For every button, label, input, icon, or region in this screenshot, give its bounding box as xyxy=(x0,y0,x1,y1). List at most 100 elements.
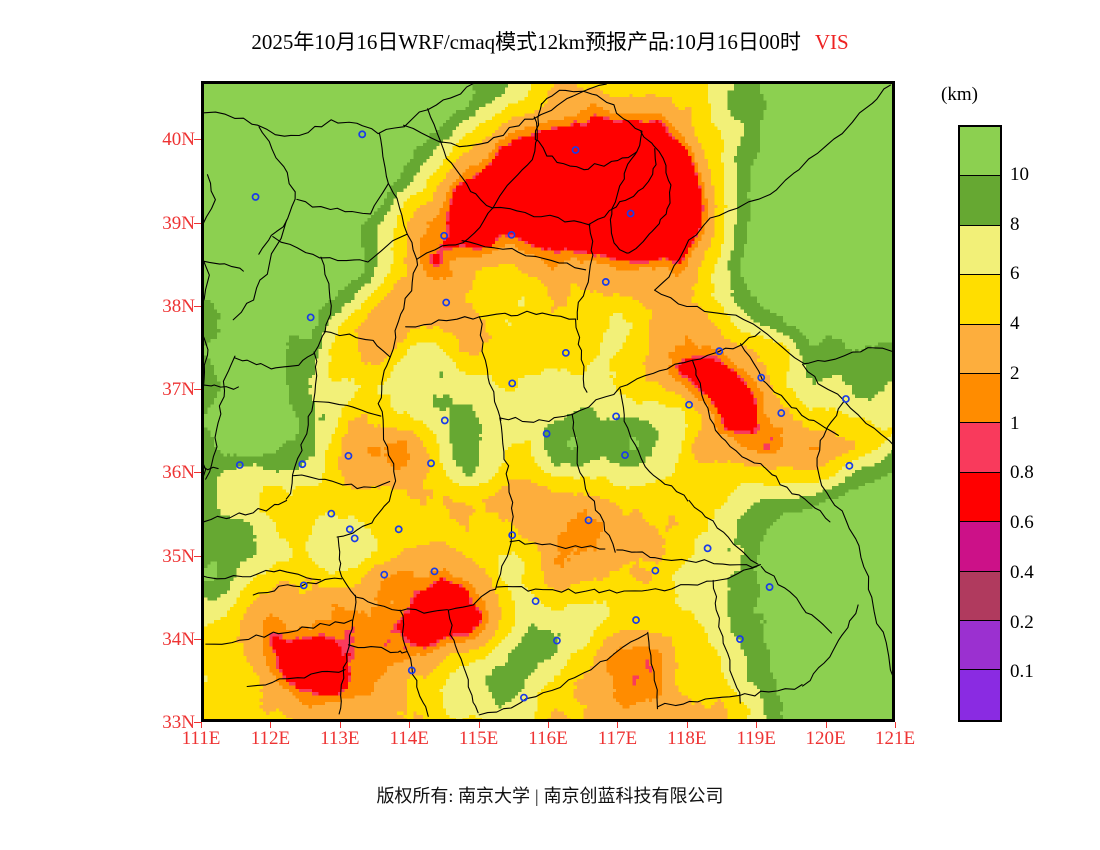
x-axis-tick-label: 112E xyxy=(250,728,291,749)
colorbar-tick-label: 0.8 xyxy=(1010,462,1034,484)
city-marker xyxy=(507,230,516,239)
city-marker xyxy=(394,525,403,534)
boundary-line xyxy=(492,116,538,209)
boundary-line xyxy=(492,206,591,226)
boundary-line xyxy=(204,569,322,581)
boundary-line xyxy=(509,539,606,550)
x-axis-tick-label: 114E xyxy=(389,728,429,749)
x-axis-labels: 111E 112E 113E 114E 115E 116E 117E 118E 119E 120E… xyxy=(182,728,915,758)
boundary-line xyxy=(296,183,389,215)
x-axis-tick xyxy=(548,722,549,728)
boundary-line xyxy=(204,260,244,272)
x-axis-tick-label: 113E xyxy=(320,728,360,749)
colorbar-tick-label: 10 xyxy=(1010,163,1029,185)
x-axis-tick-label: 120E xyxy=(805,728,846,749)
boundary-line xyxy=(204,174,216,477)
city-marker xyxy=(621,451,629,460)
boundary-line xyxy=(712,579,741,704)
y-axis-tick-label: 35N xyxy=(162,545,195,567)
contour-fill-layer xyxy=(204,84,892,719)
colorbar-band xyxy=(960,324,1000,375)
city-marker xyxy=(601,278,610,286)
title-variable-label: VIS xyxy=(814,30,849,54)
city-marker xyxy=(777,409,786,418)
y-axis-tick xyxy=(194,222,201,224)
x-axis-tick xyxy=(825,722,827,728)
visibility-contour-map xyxy=(204,84,892,719)
boundary-line xyxy=(654,84,891,291)
city-marker xyxy=(519,693,528,702)
colorbar-tick-label: 0.6 xyxy=(1010,512,1034,533)
x-axis-tick-label: 119E xyxy=(736,728,776,749)
x-axis-tick-label: 111E xyxy=(181,728,221,749)
y-axis-tick-label: 40N xyxy=(162,129,195,151)
boundary-line xyxy=(495,417,514,590)
colorbar-band xyxy=(960,621,1000,671)
boundary-line xyxy=(657,684,803,708)
city-marker xyxy=(765,583,774,591)
x-axis-tick-label: 115E xyxy=(458,728,499,749)
boundary-line xyxy=(292,474,391,490)
x-axis-tick xyxy=(339,722,341,728)
y-axis-labels: 40N 39N 38N 37N 36N 35N 34N 33N xyxy=(100,81,195,733)
colorbar-tick-label: 8 xyxy=(1010,213,1020,235)
boundary-line xyxy=(760,565,833,634)
boundary-line xyxy=(495,564,761,594)
boundary-line xyxy=(399,609,429,717)
x-axis-tick xyxy=(270,722,272,728)
boundary-line xyxy=(534,89,643,171)
city-marker xyxy=(632,616,640,624)
x-axis-tick xyxy=(686,722,688,728)
y-axis-tick-label: 34N xyxy=(162,628,195,650)
y-axis-tick-label: 37N xyxy=(162,379,195,400)
colorbar[interactable] xyxy=(958,125,1002,722)
y-axis-tick-label: 39N xyxy=(162,212,195,234)
boundary-line xyxy=(447,609,479,714)
colorbar-band xyxy=(960,472,1000,523)
map-canvas[interactable] xyxy=(201,81,895,722)
boundary-line xyxy=(478,316,502,421)
boundary-line xyxy=(347,644,408,654)
boundary-line xyxy=(654,289,892,365)
boundary-line xyxy=(740,343,839,436)
boundary-line xyxy=(403,84,607,148)
x-axis-tick xyxy=(617,722,619,728)
x-axis-tick xyxy=(478,722,480,728)
city-marker xyxy=(841,395,850,403)
footer-copyright-text: 版权所有: 南京大学 xyxy=(376,786,530,806)
title-main-text: 2025年10月16日WRF/cmaq模式12km预报产品:10月16日00时 xyxy=(251,30,801,54)
boundary-line xyxy=(233,256,332,370)
x-axis-tick xyxy=(409,722,411,728)
boundary-line xyxy=(588,148,657,225)
y-axis-tick-label: 33N xyxy=(162,712,195,733)
city-marker xyxy=(736,635,744,643)
x-axis-tick-label: 117E xyxy=(597,728,638,749)
colorbar-tick-label: 4 xyxy=(1010,313,1020,334)
city-marker xyxy=(703,544,712,553)
city-marker xyxy=(427,459,435,468)
x-axis-tick xyxy=(756,722,758,728)
x-axis-tick-label: 118E xyxy=(667,728,707,749)
colorbar-band xyxy=(960,670,1000,720)
city-marker xyxy=(651,566,660,575)
city-marker xyxy=(430,567,439,576)
boundary-line xyxy=(272,233,408,263)
x-axis-tick xyxy=(895,722,896,728)
y-axis-tick-label: 38N xyxy=(162,295,195,317)
y-axis-tick xyxy=(194,722,201,723)
colorbar-unit-label: (km) xyxy=(941,84,978,105)
city-marker xyxy=(327,509,336,518)
city-marker xyxy=(407,666,416,675)
city-marker xyxy=(440,416,449,425)
city-marker xyxy=(350,534,359,543)
boundary-line xyxy=(816,400,892,676)
city-marker xyxy=(571,146,580,154)
y-axis-tick xyxy=(194,139,201,141)
y-axis-tick xyxy=(194,389,201,390)
footer-copyright: 版权所有: 南京大学 | 南京创蓝科技有限公司 xyxy=(0,782,1100,808)
y-axis-tick xyxy=(194,638,201,640)
boundary-line xyxy=(205,619,353,645)
city-marker xyxy=(531,597,540,606)
boundary-line xyxy=(313,400,382,417)
city-marker xyxy=(251,193,260,201)
